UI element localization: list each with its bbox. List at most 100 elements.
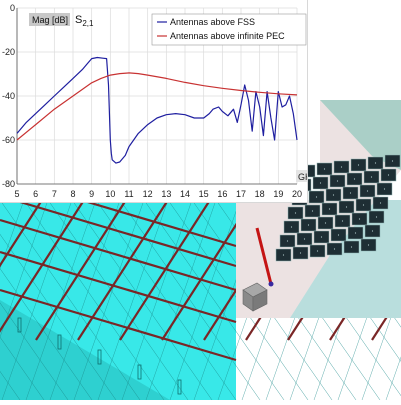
cell-dot [290, 226, 293, 228]
probe-rod [255, 227, 273, 285]
cell-dot [371, 230, 374, 232]
x-tick-label: 16 [217, 189, 227, 199]
x-tick-label: 17 [236, 189, 246, 199]
cell-dot [391, 160, 394, 162]
mesh-line [73, 199, 145, 401]
mesh-line [121, 199, 193, 401]
panel-slot [97, 349, 102, 365]
cell-dot [337, 234, 340, 236]
cell-dot [357, 164, 360, 166]
cell-dot [323, 168, 326, 170]
mesh-line [119, 199, 261, 401]
cell-dot [387, 174, 390, 176]
mesh-line [95, 199, 237, 401]
mesh-line [0, 233, 117, 401]
chart-panel: 5 6 7 8 9 10 11 12 13 14 15 16 17 18 19 20 0 -20 -40 -60 -80… [0, 0, 308, 203]
cell-dot [366, 190, 369, 192]
grid-bar [35, 199, 127, 341]
parameter-label: S2,1 [75, 14, 94, 28]
mesh-line [71, 199, 213, 401]
cell-dot [341, 220, 344, 222]
x-tick-label: 5 [14, 189, 19, 199]
mesh-line [145, 199, 217, 401]
x-tick-label: 11 [124, 189, 133, 199]
feed-block [242, 282, 268, 312]
grid-bar [119, 199, 211, 341]
cell-dot [315, 196, 318, 198]
cell-dot [375, 216, 378, 218]
cell-dot [354, 232, 357, 234]
grid-bar [0, 194, 237, 268]
grid-bar [0, 199, 85, 333]
x-tick-label: 14 [180, 189, 190, 199]
x-tick-label: 8 [70, 189, 75, 199]
legend-box [151, 13, 307, 46]
probe-tip [268, 281, 274, 287]
y-tick-label: -80 [2, 179, 15, 189]
axes: 5 6 7 8 9 10 11 12 13 14 15 16 17 18 19 20 0 -20 -40 -60 -80 [2, 3, 302, 199]
x-tick-label: 18 [255, 189, 265, 199]
cell-dot [286, 240, 289, 242]
mesh-line [47, 199, 189, 401]
y-tick-label: -60 [2, 135, 15, 145]
x-tick-label: 13 [161, 189, 171, 199]
grid-bar [0, 199, 43, 268]
x-tick-label: 15 [199, 189, 209, 199]
antenna-scene [236, 100, 401, 318]
grid-bar [0, 288, 237, 362]
x-tick-label: 12 [143, 189, 153, 199]
x-tick-label: 19 [273, 189, 283, 199]
mesh-line [385, 356, 401, 401]
x-axis-unit-box [296, 170, 307, 182]
y-axis-label: Mag [dB] [32, 15, 68, 25]
cell-dot [370, 176, 373, 178]
x-tick-label: 10 [105, 189, 115, 199]
mesh-line [0, 199, 49, 338]
x-tick-label: 7 [52, 189, 57, 199]
cell-dot [328, 208, 331, 210]
legend-label-fss: Antennas above FSS [170, 17, 255, 27]
panel-slot [177, 379, 182, 395]
cell-dot [332, 194, 335, 196]
cell-dot [307, 224, 310, 226]
cell-dot [303, 238, 306, 240]
mesh-line [169, 199, 241, 401]
series-line-0 [16, 56, 298, 164]
cell-dot [362, 204, 365, 206]
cell-dot [319, 182, 322, 184]
x-tick-label: 9 [89, 189, 94, 199]
mesh-line [97, 199, 169, 401]
cell-dot [294, 212, 297, 214]
cell-dot [324, 222, 327, 224]
cell-dot [282, 254, 285, 256]
x-axis-label: GHz [298, 172, 307, 182]
cell-dot [374, 162, 377, 164]
cell-dot [349, 192, 352, 194]
mesh-line [143, 199, 285, 401]
cell-dot [320, 236, 323, 238]
mesh-line [0, 302, 69, 401]
mesh-line [0, 268, 93, 401]
x-tick-label: 6 [33, 189, 38, 199]
cell-dot [299, 252, 302, 254]
y-tick-label: -40 [2, 91, 15, 101]
cell-dot [336, 180, 339, 182]
cell-dot [333, 248, 336, 250]
grid-bar [77, 199, 169, 341]
cell-dot [316, 250, 319, 252]
fss-panel-side [0, 300, 170, 400]
s21-chart: 5 6 7 8 9 10 11 12 13 14 15 16 17 18 19 20 0 -20 -40 -60 -80… [2, 3, 307, 199]
y-tick-label: -20 [2, 47, 15, 57]
panel-slot [17, 317, 22, 333]
cell-dot [383, 188, 386, 190]
series-line-1 [16, 72, 298, 141]
x-axis-unit-badge: GHz [296, 170, 307, 182]
cell-dot [345, 206, 348, 208]
y-tick-label: 0 [10, 3, 15, 13]
cell-dot [340, 166, 343, 168]
cell-dot [358, 218, 361, 220]
series-lines [16, 56, 298, 164]
cell-dot [350, 246, 353, 248]
